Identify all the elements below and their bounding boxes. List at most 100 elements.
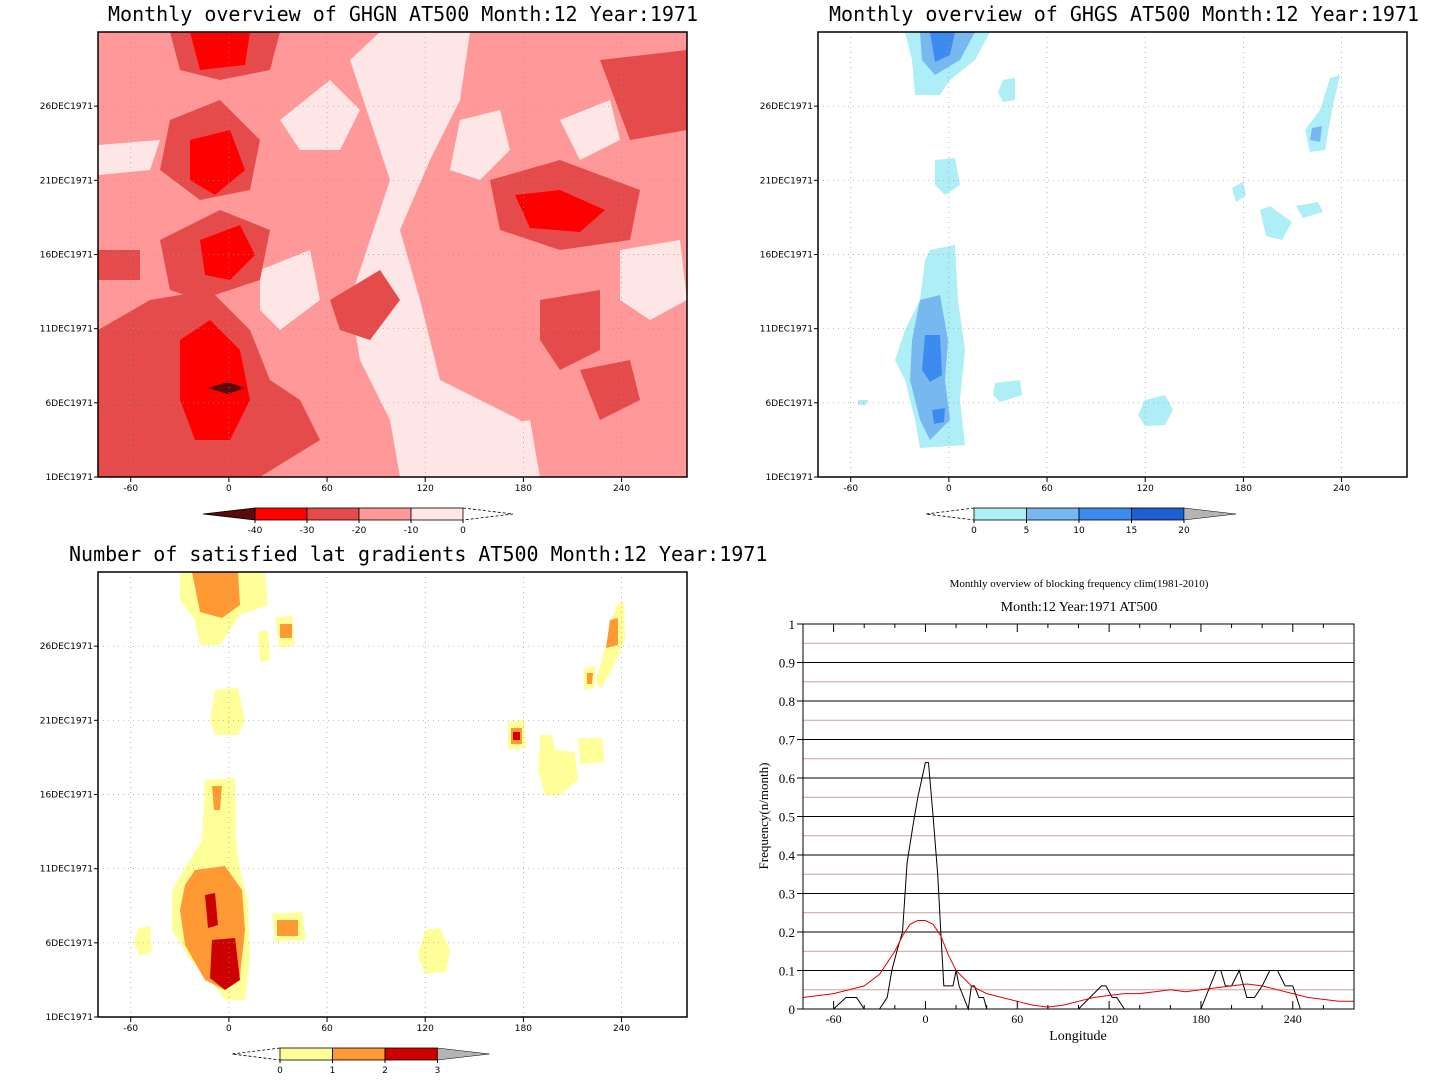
x-tick-label: 0	[226, 484, 232, 494]
y-tick-label: 21DEC1971	[40, 716, 93, 726]
y-tick-label: 26DEC1971	[40, 642, 93, 652]
lat-contour	[578, 738, 605, 764]
ghgn-colorbar: -40 -30 -20 -10 0	[202, 507, 514, 536]
colorbar-segment	[358, 507, 412, 521]
ghgn-contour	[560, 100, 620, 160]
x-tick-label: -60	[826, 1012, 842, 1026]
x-tick-label: 120	[1100, 1012, 1118, 1026]
ghgs-contour	[1296, 202, 1323, 218]
ghgs-contour	[1260, 206, 1292, 240]
lat-contour	[210, 688, 245, 735]
ghgn-contour	[540, 290, 600, 370]
ghgs-contour	[1138, 395, 1173, 426]
ghgs-contour	[930, 32, 955, 62]
ghgs-contour	[932, 408, 945, 424]
ghgn-contour	[515, 190, 605, 232]
ghgs-contour	[922, 335, 942, 382]
ghgn-contour	[208, 382, 245, 394]
y-tick-label: 6DEC1971	[45, 399, 93, 409]
lat-contour	[210, 938, 240, 990]
colorbar-extension	[1183, 507, 1237, 521]
x-tick-label: 0	[226, 1024, 232, 1034]
ghgn-contour	[580, 360, 640, 420]
lat-contour	[134, 926, 152, 956]
x-tick-label: 60	[321, 484, 333, 494]
colorbar-segment	[1078, 507, 1132, 521]
colorbar-segment	[973, 507, 1027, 521]
lat-contour	[212, 786, 222, 810]
x-tick-label: 180	[515, 1024, 532, 1034]
ghgs-contour	[1310, 126, 1322, 142]
frequency-axis-ticks: -60 0 60 120 180 240 0 0.1 0.2 0.3 0.4 0.5 0.6 0.7 0.8…	[779, 617, 1355, 1026]
frequency-title: Monthly overview of blocking frequency c…	[950, 578, 1209, 590]
ghgn-panel: -60 0 60 120 180 240 1DEC1971 6DEC1971 11DEC1971…	[40, 31, 688, 536]
lat-axis-ticks: -60 0 60 120 180 240 1DEC1971 6DEC1971 11DEC1971…	[40, 642, 631, 1034]
lat-contour	[587, 673, 593, 684]
x-tick-label: 240	[613, 1024, 630, 1034]
lat-contour	[280, 624, 292, 638]
colorbar-extension	[202, 507, 256, 521]
frequency-subtitle: Month:12 Year:1971 AT500	[1001, 600, 1158, 615]
frequency-series	[802, 762, 1354, 1011]
y-tick-label: 0.7	[779, 733, 796, 748]
ghgn-contour	[180, 320, 250, 440]
ghgs-colorbar: 0 5 10 15 20	[925, 507, 1237, 536]
ghgs-contour	[935, 158, 960, 195]
lat-colorbar: 0 1 2 3	[231, 1047, 490, 1076]
colorbar-label: 20	[1178, 526, 1190, 536]
colorbar-segment	[410, 507, 464, 521]
y-tick-label: 21DEC1971	[760, 176, 813, 186]
lat-gradients-panel: -60 0 60 120 180 2401DEC19716DEC197111DEC1971…	[40, 571, 688, 1076]
colorbar-label: 0	[277, 1066, 283, 1076]
y-tick-label: 1DEC1971	[45, 473, 93, 483]
series-line-red	[802, 920, 1354, 1008]
x-tick-label: 60	[1011, 1012, 1023, 1026]
colorbar-label: 1	[330, 1066, 336, 1076]
colorbar-label: 10	[1073, 526, 1085, 536]
lat-contour	[277, 920, 298, 936]
lat-contour	[606, 618, 618, 648]
lat-contour	[538, 735, 578, 795]
colorbar-segment	[384, 1047, 438, 1061]
x-tick-label: 240	[1333, 484, 1350, 494]
y-tick-label: 1DEC1971	[45, 1013, 93, 1023]
ghgn-contour	[98, 250, 140, 280]
y-tick-label: 11DEC1971	[760, 325, 813, 335]
y-tick-label: 16DEC1971	[760, 251, 813, 261]
y-tick-label: 1DEC1971	[765, 473, 813, 483]
colorbar-label: 5	[1024, 526, 1030, 536]
x-tick-label: 180	[515, 484, 532, 494]
ghgn-contour	[620, 240, 687, 320]
colorbar-label: -40	[248, 526, 263, 536]
y-tick-label: 0.6	[779, 771, 796, 786]
x-tick-label: 180	[1235, 484, 1252, 494]
ghgn-contour	[450, 110, 510, 180]
y-tick-label: 0.1	[779, 964, 795, 979]
x-tick-label: 0	[922, 1012, 928, 1026]
colorbar-label: 0	[971, 526, 977, 536]
ghgn-contour	[330, 270, 400, 340]
x-tick-label: 120	[417, 1024, 434, 1034]
ghgn-title: Monthly overview of GHGN AT500 Month:12 …	[108, 2, 699, 26]
x-tick-label: 120	[1137, 484, 1154, 494]
x-tick-label: 240	[1284, 1012, 1302, 1026]
y-tick-label: 11DEC1971	[40, 865, 93, 875]
ghgs-panel: -60 0 60 120 180 240 1DEC1971 6DEC1971 11DEC1971…	[760, 31, 1408, 536]
colorbar-label: 3	[435, 1066, 441, 1076]
ghgn-contour	[200, 225, 255, 280]
ghgs-title: Monthly overview of GHGS AT500 Month:12 …	[829, 2, 1420, 26]
frequency-ylabel: Frequency(n/month)	[756, 763, 771, 870]
ghgn-contour	[260, 250, 320, 330]
y-tick-label: 16DEC1971	[40, 251, 93, 261]
x-tick-label: -60	[843, 484, 858, 494]
colorbar-extension	[437, 1047, 490, 1061]
y-tick-label: 0.5	[779, 810, 795, 825]
y-tick-label: 0	[789, 1002, 796, 1017]
ghgn-contour	[190, 130, 245, 195]
colorbar-label: -10	[404, 526, 419, 536]
ghgn-axis-ticks: -60 0 60 120 180 240 1DEC1971 6DEC1971 11DEC1971…	[40, 102, 631, 494]
x-tick-label: -60	[123, 1024, 138, 1034]
y-tick-label: 21DEC1971	[40, 176, 93, 186]
colorbar-label: 0	[460, 526, 466, 536]
lat-contour	[192, 572, 240, 618]
